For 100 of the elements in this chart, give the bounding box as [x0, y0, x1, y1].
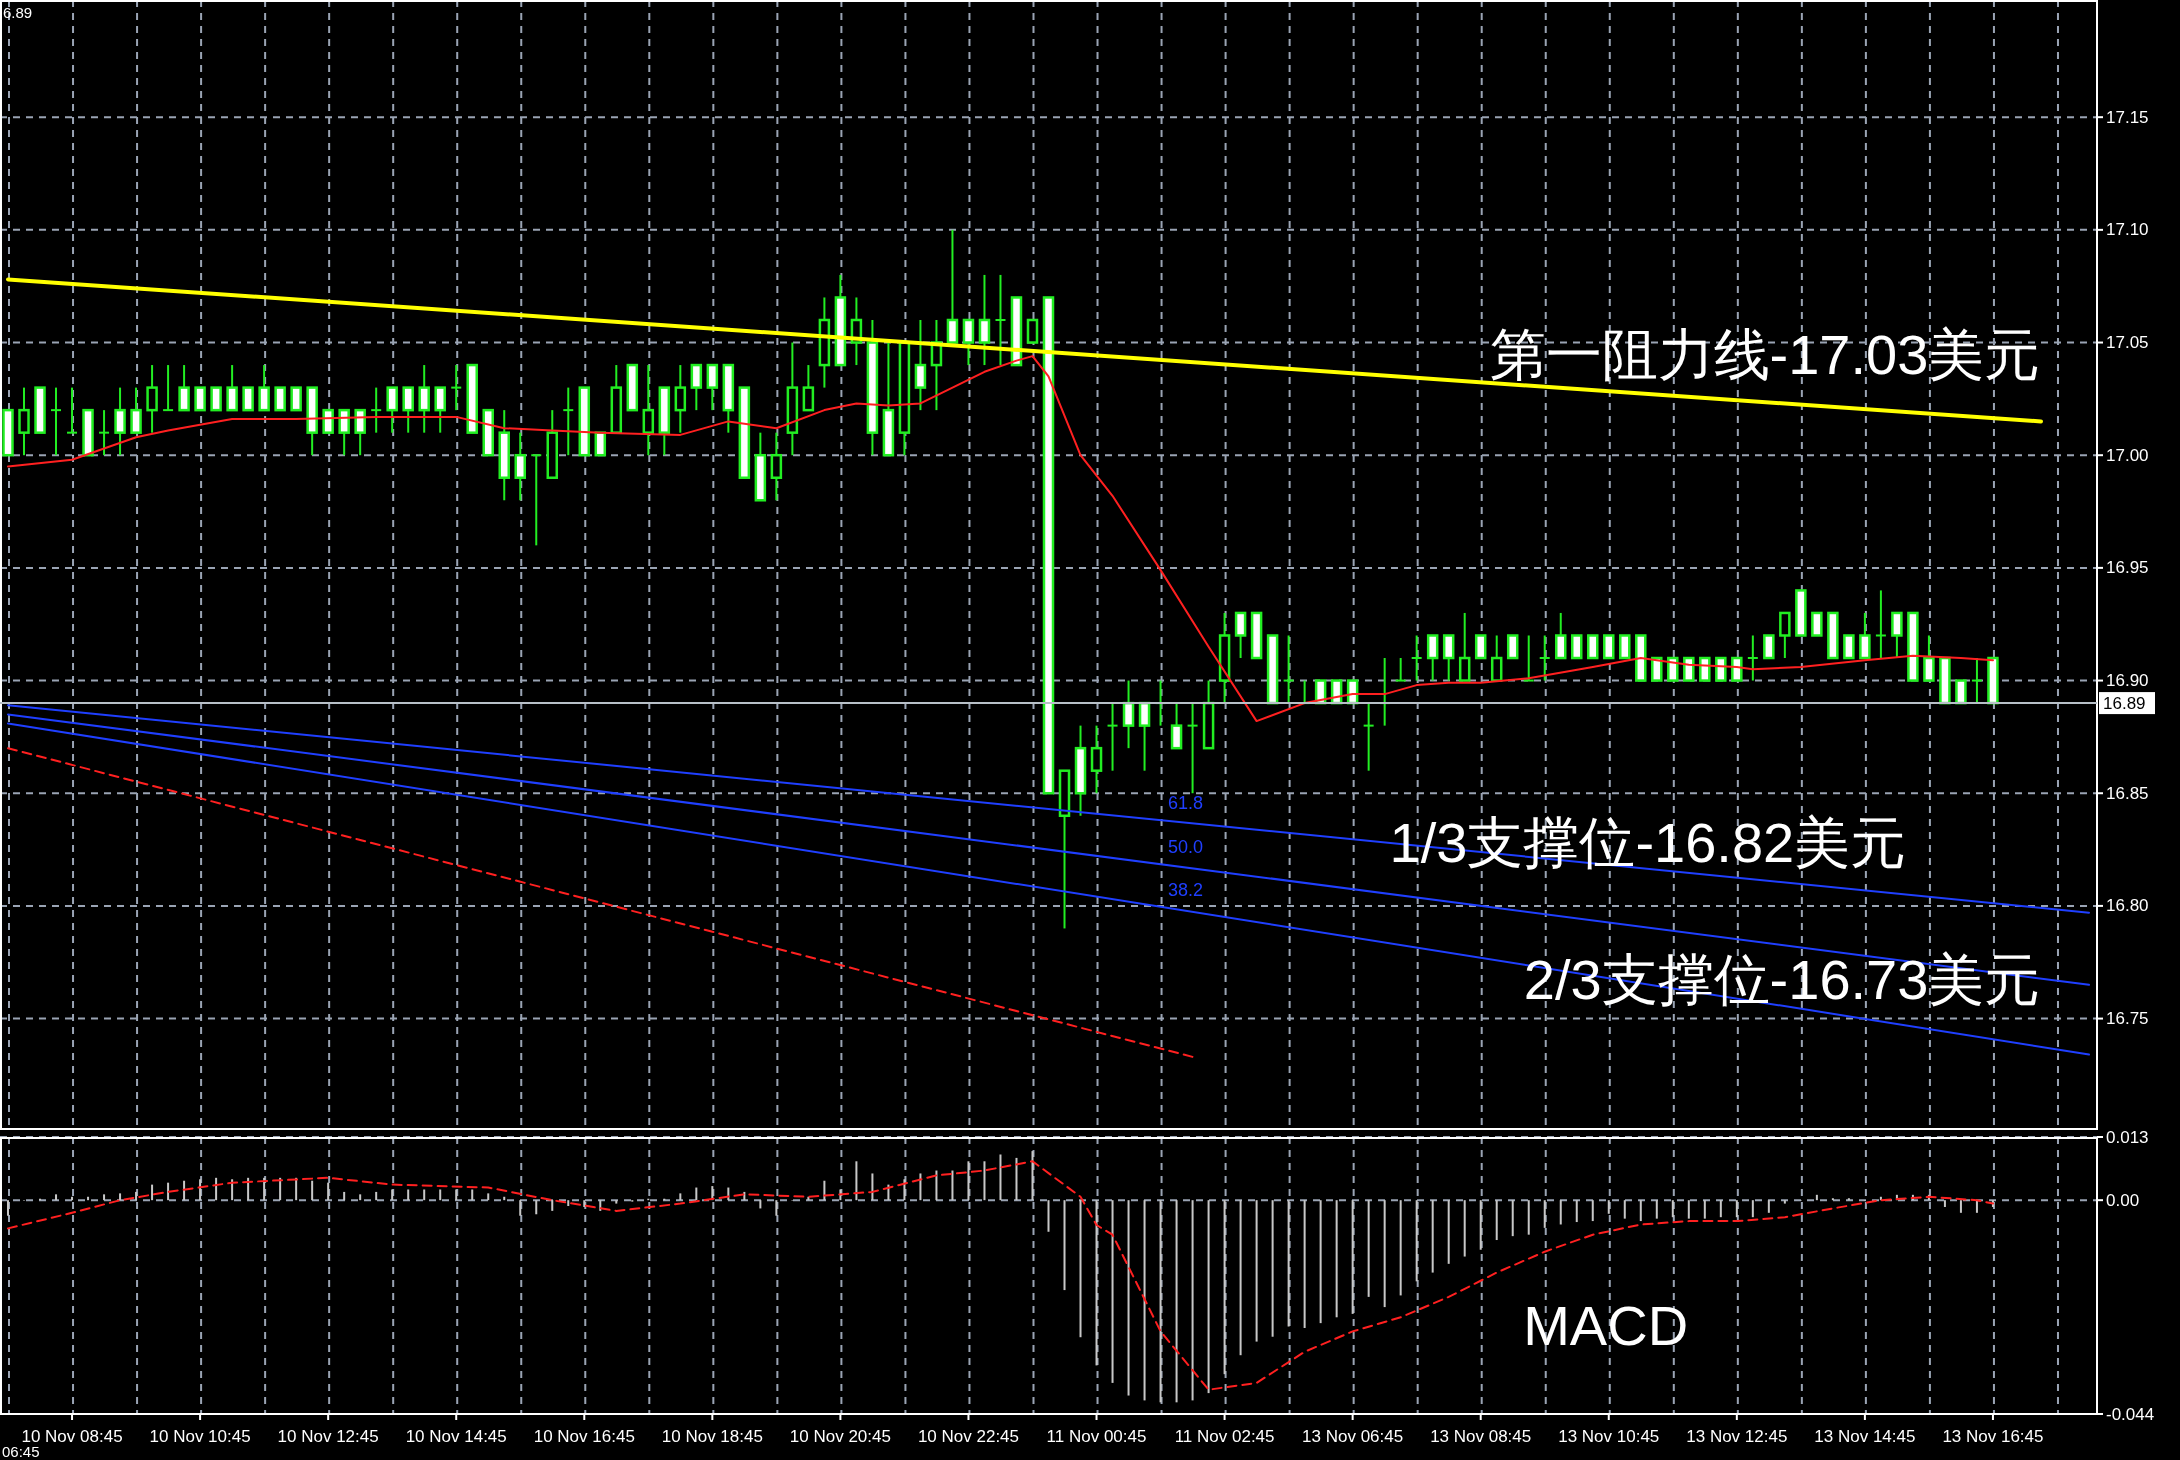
bar	[695, 1187, 698, 1201]
candlestick	[1683, 656, 1695, 682]
bar	[775, 1200, 778, 1216]
bar	[1639, 1200, 1642, 1222]
bar	[1095, 1200, 1098, 1366]
bar	[327, 1182, 330, 1201]
candlestick	[1571, 634, 1583, 660]
y-tick-label: 16.90	[2106, 671, 2149, 691]
bar	[1975, 1200, 1978, 1213]
candlestick	[1667, 656, 1679, 682]
x-tick-label: 13 Nov 12:45	[1686, 1427, 1788, 1446]
bar	[1751, 1200, 1754, 1218]
bar	[1303, 1200, 1306, 1328]
candlestick	[706, 363, 719, 412]
candlestick	[978, 273, 991, 367]
bar	[135, 1191, 138, 1201]
candlestick	[1538, 634, 1551, 682]
bar	[103, 1194, 106, 1201]
bar	[167, 1182, 170, 1201]
bar	[551, 1200, 554, 1211]
candlestick	[434, 386, 446, 434]
candlestick	[66, 386, 79, 434]
candlestick	[258, 364, 270, 412]
annotation: 6.89	[3, 4, 33, 21]
bar	[535, 1200, 538, 1215]
bar	[1527, 1200, 1530, 1235]
bar	[1447, 1200, 1450, 1264]
candlestick	[1026, 318, 1039, 344]
bar	[1703, 1200, 1706, 1219]
candlestick	[1170, 702, 1183, 750]
x-tick-label: 13 Nov 08:45	[1430, 1427, 1532, 1446]
candlestick	[1106, 702, 1119, 772]
bar	[1367, 1200, 1370, 1297]
x-tick-label: 10 Nov 08:45	[21, 1427, 123, 1446]
x-tick-label: 10 Nov 18:45	[661, 1427, 763, 1446]
bar	[1223, 1200, 1226, 1375]
bar	[199, 1179, 202, 1201]
annotation: 第一阻力线-17.03美元	[1489, 323, 2041, 387]
candlestick	[1874, 589, 1887, 660]
bar	[55, 1194, 58, 1201]
candlestick	[1442, 634, 1455, 682]
candlestick	[1474, 634, 1487, 660]
candlestick	[914, 319, 927, 412]
bar	[599, 1200, 602, 1211]
series-label: 61.8	[1168, 792, 1204, 813]
bar	[1399, 1200, 1402, 1296]
bar	[1591, 1200, 1594, 1222]
bar	[151, 1184, 154, 1201]
candlestick	[290, 386, 302, 412]
candlestick	[210, 386, 222, 412]
y-tick-label: 16.80	[2106, 896, 2149, 916]
bar	[903, 1179, 906, 1201]
y-tick-label: 17.10	[2106, 220, 2149, 240]
bar	[871, 1173, 874, 1201]
bar	[935, 1170, 938, 1201]
bar	[1015, 1157, 1018, 1201]
bar	[7, 1200, 9, 1216]
candlestick	[1843, 634, 1855, 660]
bar	[1495, 1200, 1498, 1241]
candlestick	[18, 386, 30, 457]
bar	[439, 1189, 442, 1201]
bar	[1623, 1200, 1626, 1219]
x-tick-label: 10 Nov 12:45	[277, 1427, 379, 1446]
bar	[1191, 1200, 1194, 1401]
candlestick	[946, 228, 959, 344]
bar	[1431, 1200, 1434, 1273]
candlestick	[194, 386, 206, 412]
x-tick-label: 11 Nov 02:45	[1174, 1427, 1275, 1446]
bar	[615, 1200, 618, 1204]
ref-line-label: 16.89	[2103, 693, 2146, 713]
bar	[359, 1194, 362, 1201]
candlestick	[1522, 634, 1535, 682]
candlestick	[962, 318, 975, 367]
y-tick-label: 17.15	[2106, 107, 2149, 127]
candlestick	[1458, 611, 1471, 682]
x-tick-label: 11 Nov 00:45	[1046, 1427, 1147, 1446]
bar	[1143, 1200, 1146, 1401]
bar	[471, 1189, 474, 1201]
y-tick-label: 16.75	[2106, 1009, 2149, 1029]
candlestick	[1186, 702, 1199, 795]
bar	[1175, 1200, 1178, 1403]
candlestick	[226, 364, 238, 412]
candlestick	[1362, 702, 1375, 772]
bar	[1079, 1200, 1082, 1338]
bar	[919, 1173, 922, 1201]
candlestick	[338, 408, 350, 457]
bar	[1511, 1200, 1514, 1237]
bar	[1287, 1200, 1290, 1327]
candlestick	[1410, 634, 1423, 682]
candlestick	[242, 386, 254, 412]
bar	[231, 1179, 234, 1201]
candlestick	[1763, 634, 1775, 660]
candlestick	[1090, 724, 1103, 795]
candlestick	[1234, 611, 1247, 660]
candlestick	[1587, 634, 1599, 660]
bar	[967, 1161, 970, 1201]
bar	[1047, 1200, 1050, 1232]
bar	[1159, 1200, 1162, 1403]
bar	[1543, 1200, 1546, 1228]
candlestick	[370, 386, 383, 434]
